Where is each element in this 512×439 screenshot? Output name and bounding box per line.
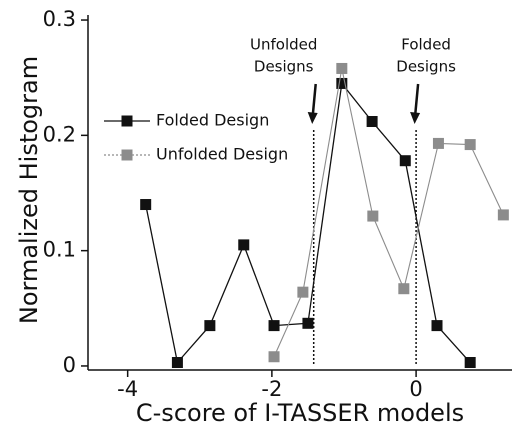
series-line — [273, 68, 504, 357]
arrow-head — [307, 112, 318, 124]
marker — [238, 239, 250, 251]
annotation: Designs — [396, 58, 456, 76]
marker — [432, 137, 444, 149]
y-axis-title: Normalized Histogram — [15, 56, 43, 324]
marker — [464, 357, 476, 369]
y-tick-label: 0 — [63, 353, 76, 377]
marker — [336, 62, 348, 74]
legend-marker — [121, 115, 133, 127]
marker — [268, 351, 280, 363]
y-tick-label: 0.3 — [43, 7, 76, 31]
marker — [268, 320, 280, 332]
marker — [366, 116, 378, 128]
annotation: Unfolded — [250, 36, 317, 54]
marker — [204, 320, 216, 332]
y-tick-label: 0.1 — [43, 238, 76, 262]
x-tick-label: 0 — [409, 377, 422, 401]
x-tick-label: -4 — [117, 377, 138, 401]
arrow-head — [410, 112, 421, 124]
marker — [398, 283, 410, 295]
x-axis-title: C-score of I-TASSER models — [136, 399, 464, 427]
legend-label: Unfolded Design — [156, 145, 288, 164]
arrow-shaft — [413, 83, 420, 117]
marker — [399, 155, 411, 167]
marker — [464, 139, 476, 151]
annotation: Folded — [401, 36, 451, 54]
marker — [140, 199, 152, 211]
marker — [171, 357, 183, 369]
marker — [336, 77, 348, 89]
marker — [302, 317, 314, 329]
annotation: Designs — [254, 58, 314, 76]
marker — [431, 320, 443, 332]
marker — [367, 210, 379, 222]
legend-label: Folded Design — [156, 111, 269, 130]
x-tick-label: -2 — [261, 377, 282, 401]
marker — [497, 209, 509, 221]
legend-marker — [121, 149, 133, 161]
arrow-shaft — [311, 83, 317, 117]
marker — [297, 286, 309, 298]
y-tick-label: 0.2 — [43, 122, 76, 146]
